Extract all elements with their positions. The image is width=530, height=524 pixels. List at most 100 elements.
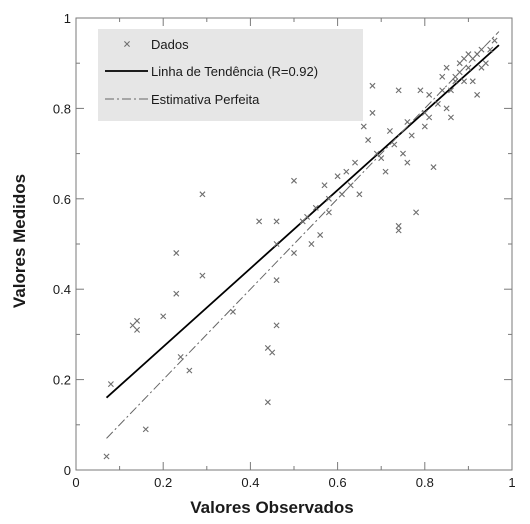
data-point-marker <box>269 349 276 356</box>
data-point-marker <box>369 109 376 116</box>
data-point-marker <box>426 114 433 121</box>
data-point-marker <box>199 191 206 198</box>
data-point-marker <box>439 73 446 80</box>
data-point-marker <box>461 78 468 85</box>
data-point-marker <box>443 64 450 71</box>
data-point-marker <box>386 128 393 134</box>
data-point-marker <box>129 322 136 329</box>
data-point-marker <box>469 78 476 85</box>
y-axis-title: Valores Medidos <box>10 174 29 308</box>
data-point-marker <box>447 87 454 94</box>
data-point-marker <box>447 114 454 121</box>
data-point-marker <box>491 37 498 44</box>
data-point-marker <box>325 209 332 216</box>
y-tick-label: 0.2 <box>53 373 71 388</box>
data-point-marker <box>465 64 472 71</box>
data-point-marker <box>369 82 376 89</box>
data-point-marker <box>452 73 459 80</box>
data-point-marker <box>400 150 406 157</box>
data-point-marker <box>482 60 489 67</box>
y-tick-label: 0.8 <box>53 101 71 116</box>
data-point-marker <box>439 87 446 94</box>
data-point-marker <box>404 118 411 125</box>
x-tick-label: 1 <box>508 475 515 490</box>
data-point-marker <box>465 51 472 58</box>
data-point-marker <box>408 132 415 139</box>
data-point-marker <box>452 78 459 85</box>
data-point-marker <box>134 317 141 324</box>
data-point-marker <box>103 453 110 460</box>
x-tick-label: 0.2 <box>154 475 172 490</box>
y-tick-label: 0.6 <box>53 192 71 207</box>
data-point-marker <box>317 231 324 238</box>
data-point-marker <box>443 105 450 112</box>
data-point-marker <box>430 164 437 171</box>
x-tick-label: 0 <box>72 475 79 490</box>
data-point-marker <box>273 241 280 247</box>
x-tick-label: 0.6 <box>329 475 347 490</box>
data-point-marker <box>434 100 441 107</box>
data-point-marker <box>421 123 428 130</box>
data-point-marker <box>199 272 206 279</box>
data-point-marker <box>391 141 398 148</box>
data-point-marker <box>395 227 402 234</box>
x-tick-label: 0.8 <box>416 475 434 490</box>
perfect-estimate-line <box>106 31 500 439</box>
data-point-marker <box>273 277 280 284</box>
legend-label: Dados <box>151 37 189 52</box>
data-point-marker <box>134 326 141 333</box>
data-point-marker <box>160 313 167 320</box>
data-point-marker <box>308 241 315 247</box>
data-point-marker <box>404 159 411 166</box>
data-point-marker <box>352 159 359 166</box>
data-point-marker <box>142 426 149 433</box>
legend-label: Linha de Tendência (R=0.92) <box>151 64 318 79</box>
data-point-marker <box>456 60 463 67</box>
data-point-marker <box>478 46 485 53</box>
y-tick-label: 1 <box>64 11 71 26</box>
legend-box <box>98 29 363 121</box>
data-point-marker <box>177 354 184 360</box>
data-point-marker <box>264 399 271 406</box>
data-point-marker <box>312 204 319 211</box>
data-point-marker <box>264 344 271 351</box>
data-point-marker <box>413 209 420 216</box>
data-point-marker <box>291 250 297 257</box>
data-point-marker <box>474 51 481 58</box>
data-point-marker <box>426 91 433 98</box>
data-point-marker <box>173 250 180 257</box>
data-point-marker <box>173 290 180 297</box>
data-point-marker <box>395 87 402 94</box>
data-point-marker <box>382 168 389 175</box>
data-point-marker <box>273 218 280 225</box>
data-point-marker <box>347 182 354 189</box>
data-point-marker <box>343 168 350 175</box>
x-tick-label: 0.4 <box>241 475 259 490</box>
data-point-marker <box>365 137 372 144</box>
data-point-marker <box>456 69 463 76</box>
data-point-marker <box>256 218 263 225</box>
y-tick-label: 0.4 <box>53 282 71 297</box>
data-point-marker <box>334 173 341 180</box>
data-point-marker <box>229 308 236 315</box>
data-point-marker <box>186 367 193 374</box>
data-point-marker <box>417 87 424 94</box>
data-point-marker <box>360 123 367 130</box>
data-point-marker <box>321 182 328 189</box>
data-point-marker <box>107 381 114 388</box>
x-axis-title: Valores Observados <box>190 498 353 517</box>
data-point-marker <box>356 191 363 198</box>
data-point-marker <box>325 195 332 202</box>
data-point-marker <box>338 191 345 198</box>
data-point-marker <box>395 222 402 229</box>
data-point-marker <box>478 64 485 71</box>
y-tick-label: 0 <box>64 463 71 478</box>
data-point-marker <box>421 109 428 116</box>
data-point-marker <box>373 150 380 157</box>
data-point-marker <box>304 213 311 220</box>
data-point-marker <box>487 46 494 53</box>
data-point-marker <box>469 55 476 62</box>
legend-label: Estimativa Perfeita <box>151 92 260 107</box>
